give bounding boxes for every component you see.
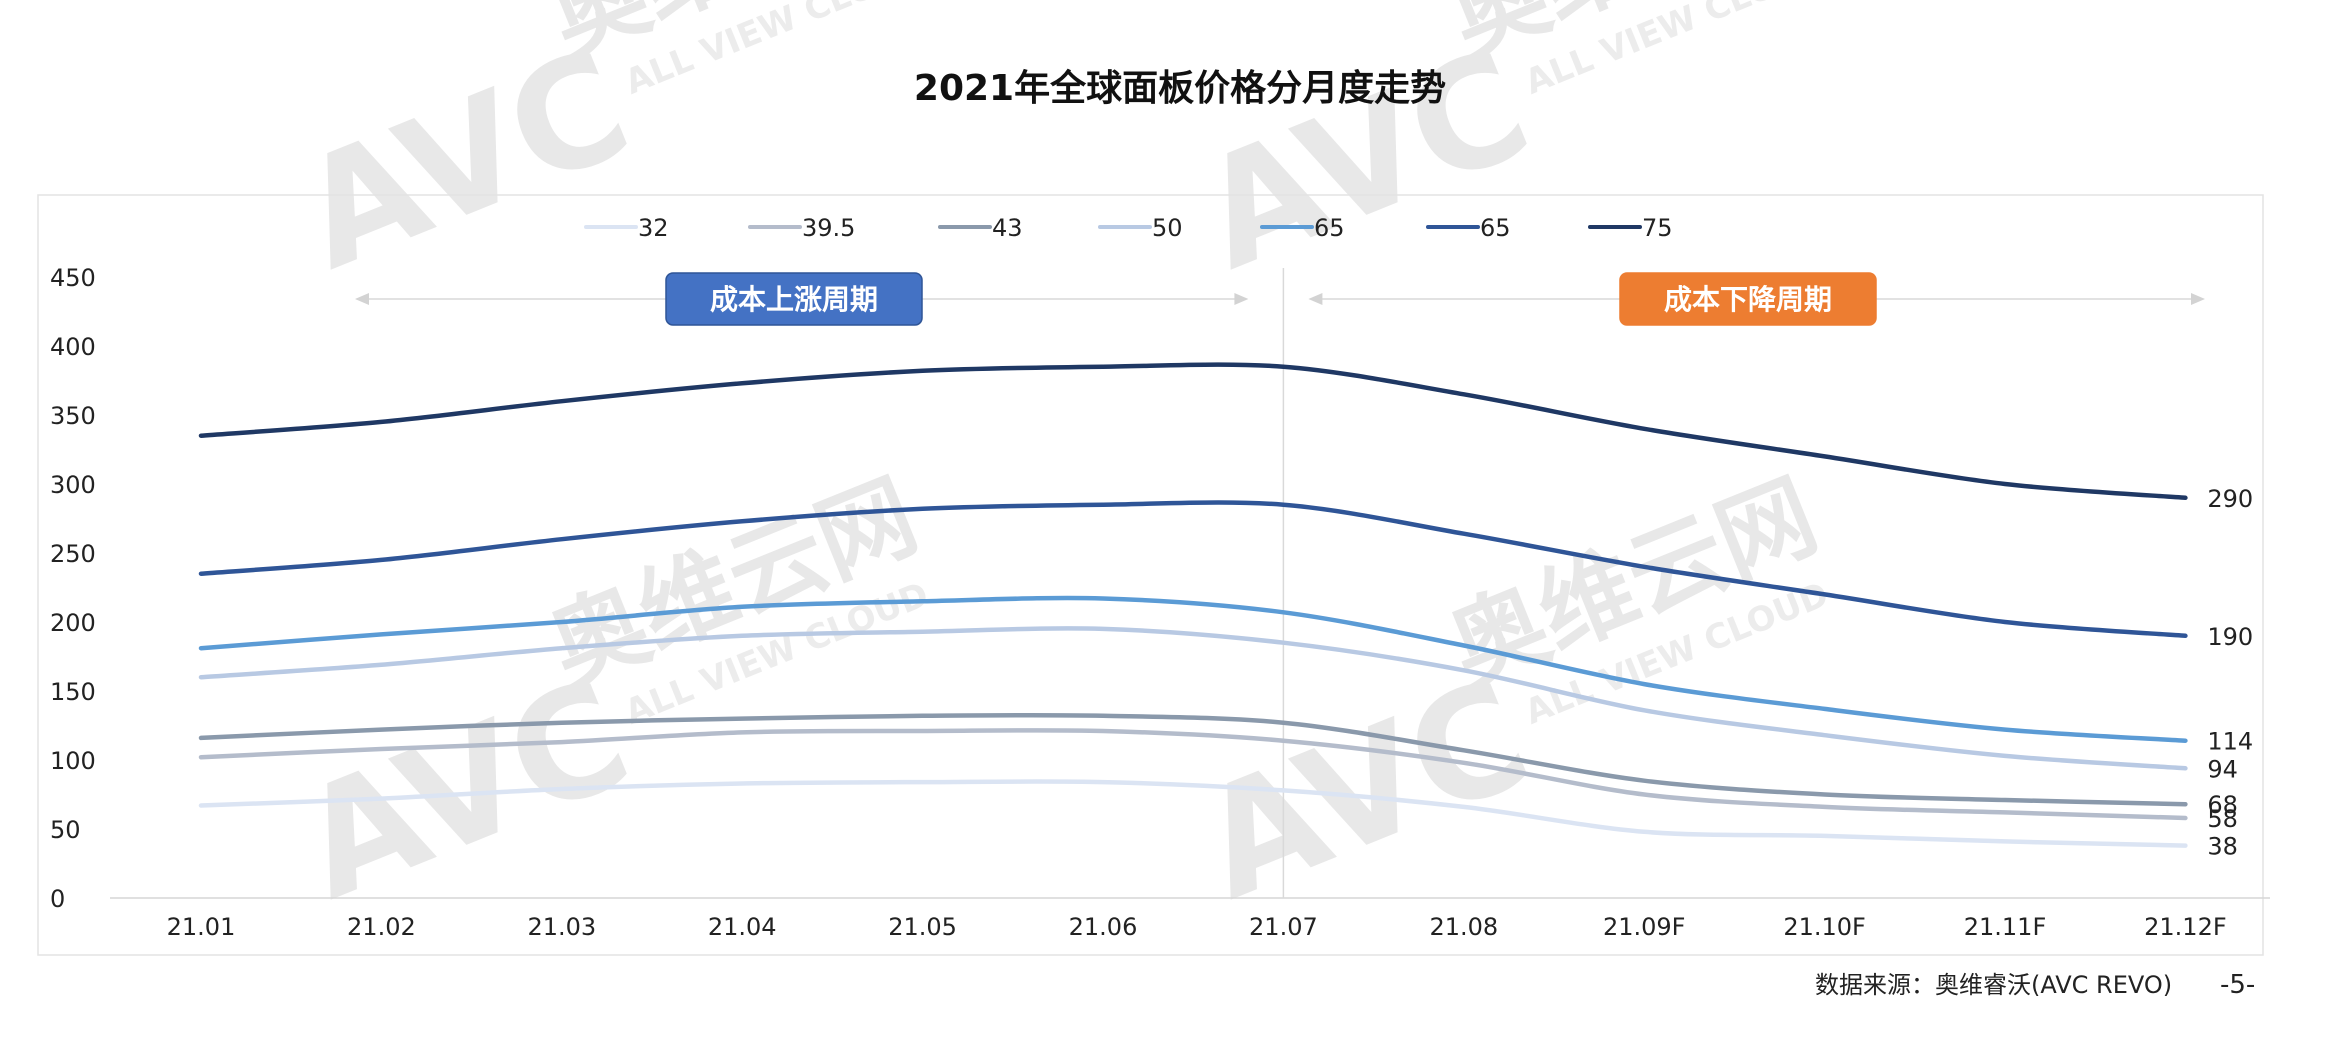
y-tick-label: 200 (50, 609, 96, 637)
period-arrowhead (1308, 293, 1323, 305)
end-value-label: 68 (2207, 791, 2238, 819)
series-lines (198, 362, 2188, 848)
y-tick-label: 300 (50, 471, 96, 499)
end-value-label: 114 (2207, 728, 2253, 756)
end-value-label: 190 (2207, 623, 2253, 651)
series-line (198, 779, 2188, 848)
x-tick-label: 21.05 (888, 913, 957, 941)
end-value-label: 290 (2207, 485, 2253, 513)
y-tick-label: 0 (50, 885, 65, 913)
period-arrowhead (1234, 293, 1249, 305)
series-line (198, 362, 2188, 501)
page-number: -5- (2220, 970, 2255, 1000)
period-arrowhead (2191, 293, 2205, 305)
legend-label: 50 (1152, 214, 1183, 242)
period-box (665, 272, 923, 326)
series-line (198, 728, 2188, 821)
x-tick-label: 21.09F (1603, 913, 1686, 941)
legend-label: 32 (638, 214, 669, 242)
legend-label: 75 (1642, 214, 1673, 242)
y-tick-label: 150 (50, 678, 96, 706)
period-label: 成本下降周期 (1664, 283, 1832, 316)
period-box (1619, 272, 1877, 326)
legend-label: 39.5 (802, 214, 855, 242)
end-value-label: 38 (2207, 833, 2238, 861)
x-tick-label: 21.01 (167, 913, 236, 941)
data-source-note: 数据来源：奥维睿沃(AVC REVO) (1815, 971, 2172, 999)
legend: 32 39.5 43 50 65 65 75 (584, 214, 1673, 242)
end-value-label: 94 (2207, 755, 2238, 783)
y-tick-label: 400 (50, 333, 96, 361)
axes: 0 50 100 150 200 250 300 350 400 450 21.01 21.02 21.… (50, 264, 2270, 941)
end-value-label: 58 (2207, 805, 2238, 833)
y-tick-label: 100 (50, 747, 96, 775)
x-tick-label: 21.02 (347, 913, 416, 941)
legend-label: 65 (1314, 214, 1345, 242)
x-tick-label: 21.03 (527, 913, 596, 941)
period-annotations: 成本上涨周期 成本下降周期 (355, 272, 2205, 326)
period-arrowhead (355, 293, 369, 305)
chart-title: 2021年全球面板价格分月度走势 (914, 67, 1446, 109)
period-label: 成本上涨周期 (710, 283, 878, 316)
x-tick-label: 21.12F (2144, 913, 2227, 941)
y-tick-label: 450 (50, 264, 96, 292)
x-tick-label: 21.10F (1783, 913, 1866, 941)
series-line (198, 500, 2188, 639)
x-tick-label: 21.04 (708, 913, 777, 941)
y-tick-label: 250 (50, 540, 96, 568)
x-tick-label: 21.07 (1249, 913, 1318, 941)
x-tick-label: 21.11F (1964, 913, 2047, 941)
plot-frame (37, 194, 2264, 956)
x-tick-label: 21.08 (1429, 913, 1498, 941)
y-tick-label: 350 (50, 402, 96, 430)
x-tick-label: 21.06 (1069, 913, 1138, 941)
y-tick-label: 50 (50, 816, 81, 844)
legend-label: 65 (1480, 214, 1511, 242)
series-line (198, 595, 2188, 743)
series-line (198, 626, 2188, 771)
legend-label: 43 (992, 214, 1023, 242)
series-line (198, 712, 2188, 807)
